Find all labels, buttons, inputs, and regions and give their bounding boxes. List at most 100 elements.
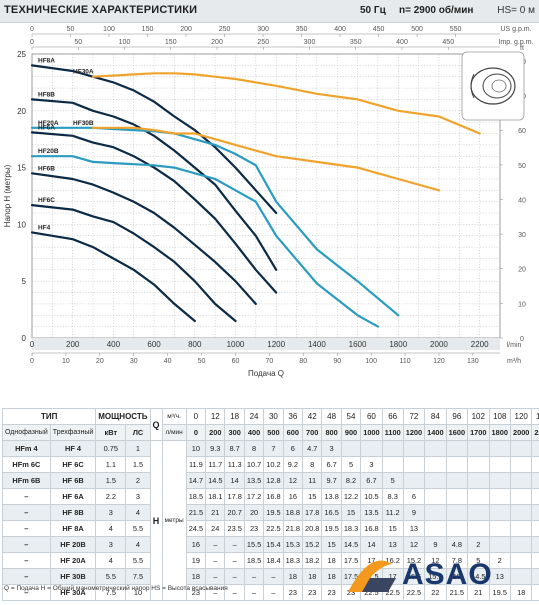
head-value-cell [446,457,467,473]
impgpm-tick-label: 0 [30,39,34,46]
power-hp: 4 [126,537,150,553]
head-value-cell [510,505,531,521]
usgpm-tick-label: 500 [411,26,423,33]
head-value-cell: 10 [186,441,205,457]
kw-header: кВт [96,425,126,441]
q-m3h-cell: 24 [244,409,263,425]
head-value-cell: 18.3 [341,521,360,537]
head-value-cell: 21.8 [283,521,302,537]
speed-label: n= 2900 об/мин [399,5,473,16]
unit-lmin: л/мин [162,425,186,441]
q-lmin-cell: 900 [341,425,360,441]
single-phase-model: – [3,489,51,505]
usgpm-tick-label: 550 [450,26,462,33]
power-hp: 4 [126,505,150,521]
q-lmin-cell: 1800 [489,425,510,441]
head-value-cell: 24.5 [186,521,205,537]
curve-label-hf20a: HF20A [38,120,59,127]
m3h-tick-label: 110 [399,358,410,365]
q-m3h-cell: 12 [206,409,225,425]
q-m3h-cell: 54 [341,409,360,425]
single-phase-header: Однофазный [3,425,51,441]
head-value-cell [468,489,489,505]
m3h-tick-label: 30 [130,358,138,365]
impgpm-tick-label: 50 [74,39,82,46]
head-value-cell: – [264,585,283,601]
q-lmin-cell: 1200 [403,425,424,441]
head-value-cell [468,521,489,537]
head-value-cell [510,473,531,489]
head-value-cell: 18 [283,569,302,585]
power-header: МОЩНОСТЬ [96,409,150,425]
m3h-tick-label: 20 [96,358,104,365]
type-header: ТИП [3,409,96,425]
head-value-cell: 15 [322,537,341,553]
q-m3h-cell: 18 [225,409,244,425]
curve-label-hf30b: HF30B [73,120,94,127]
q-lmin-cell: 1600 [446,425,467,441]
head-value-cell: 23 [322,585,341,601]
power-kw: 0.75 [96,441,126,457]
m3h-tick-label: 60 [232,358,240,365]
head-value-cell: 14.7 [186,473,205,489]
usgpm-tick-label: 50 [67,26,75,33]
q-lmin-cell: 500 [264,425,283,441]
head-value-cell [425,489,446,505]
head-value-cell: 23.5 [225,521,244,537]
head-value-cell: 18.1 [206,489,225,505]
q-m3h-cell: 60 [361,409,382,425]
head-value-cell: 16.8 [264,489,283,505]
q-lmin-cell: 1000 [361,425,382,441]
head-value-cell: 18.5 [244,553,263,569]
ft-tick-label: 20 [518,267,526,274]
head-value-cell: 5 [382,473,403,489]
y-tick-label: 25 [17,50,26,59]
q-lmin-cell: 600 [283,425,302,441]
y-tick-label: 15 [17,164,26,173]
head-value-cell [468,457,489,473]
power-kw: 3 [96,537,126,553]
head-value-cell: 8.2 [341,473,360,489]
head-value-cell: 21.5 [186,505,205,521]
q-m3h-cell: 48 [322,409,341,425]
q-m3h-cell: 102 [468,409,489,425]
head-value-cell: 16.8 [361,521,382,537]
head-value-cell [361,441,382,457]
x-tick-label: 200 [66,340,80,349]
pump-icon [462,52,524,120]
head-value-cell: 18 [322,553,341,569]
m3h-tick-label: 100 [365,358,377,365]
head-value-cell: 18.4 [264,553,283,569]
head-value-cell [446,441,467,457]
impgpm-unit-label: Imp. g.p.m. [498,39,533,46]
usgpm-tick-label: 250 [219,26,231,33]
head-value-cell [510,441,531,457]
y-axis-title: Напор H (метры) [3,164,12,227]
x-tick-label: 1200 [267,340,285,349]
x-tick-label: 2000 [430,340,448,349]
head-value-cell: 15.3 [283,537,302,553]
q-m3h-cell: 108 [489,409,510,425]
head-value-cell: 24 [206,521,225,537]
m3h-tick-label: 120 [433,358,445,365]
head-value-cell: 18 [303,569,322,585]
m3h-tick-label: 90 [333,358,341,365]
three-phase-model: HF 8B [50,505,96,521]
head-value-cell: 15 [341,505,360,521]
head-value-cell [425,473,446,489]
table-legend: Q = Подача H = Общий манометрический нап… [4,585,228,592]
head-value-cell: 17.2 [244,489,263,505]
curve-label-hf6b: HF6B [38,165,55,172]
curve-label-hf8b: HF8B [38,91,55,98]
head-value-cell: 13 [403,521,424,537]
head-value-cell [382,441,403,457]
head-value-cell: – [225,569,244,585]
q-m3h-cell: 30 [264,409,283,425]
head-value-cell: – [225,537,244,553]
head-value-cell: 9.2 [283,457,302,473]
power-hp: 3 [126,489,150,505]
m3h-unit-label: m³/h [507,358,521,365]
head-value-cell: 11.2 [382,505,403,521]
unit-m: метры [162,441,186,601]
q-m3h-cell: 66 [382,409,403,425]
